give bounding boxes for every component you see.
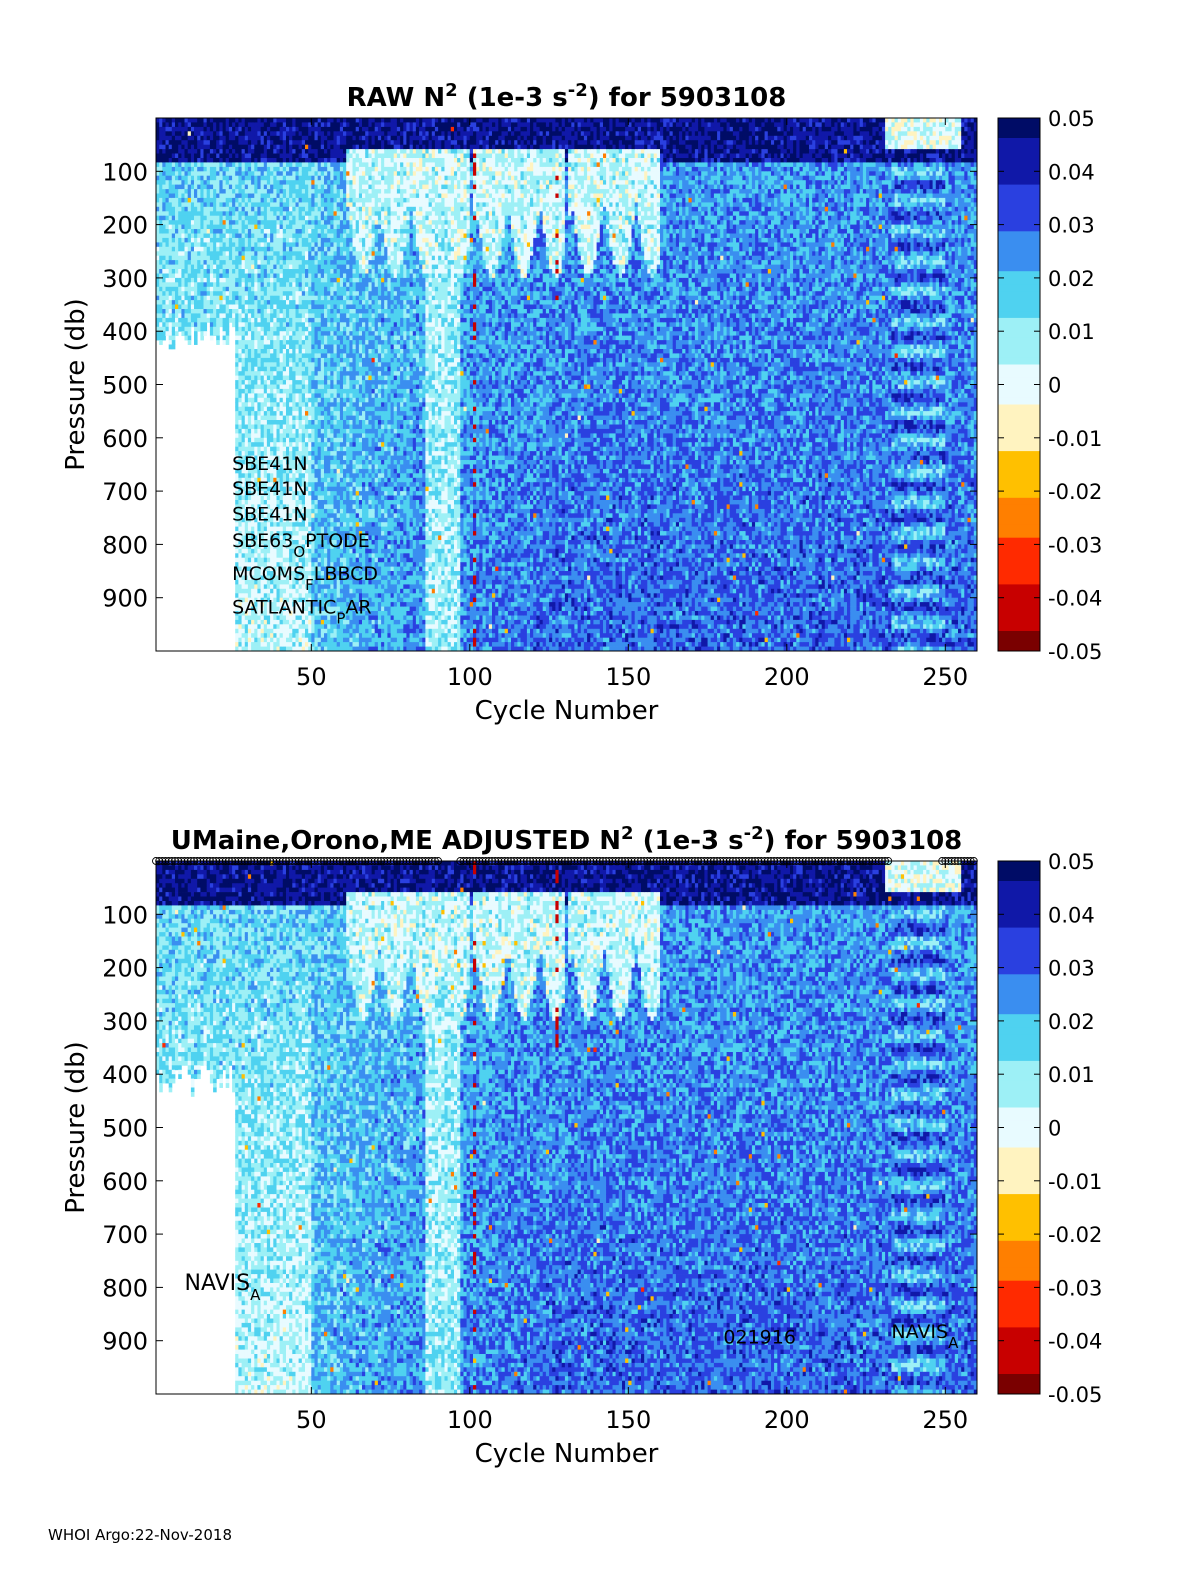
colorbar-tick-label: 0.03	[1048, 957, 1095, 981]
colorbar-tick-label: 0.01	[1048, 1063, 1095, 1087]
heatmap-cells	[156, 861, 977, 1394]
sensor-annotation: 021916	[723, 1326, 796, 1348]
x-tick-label: 200	[764, 1406, 810, 1434]
colorbar: 0.05 0.04 0.03 0.02 0.01 0 -0.01 -0.02 -0.03 -0.0…	[998, 850, 1102, 1407]
colorbar-tick-label: 0.04	[1048, 160, 1095, 184]
y-tick-label: 100	[102, 158, 148, 186]
y-tick-label: 900	[102, 1328, 148, 1356]
y-tick-label: 500	[102, 372, 148, 400]
x-tick-label: 250	[922, 663, 968, 691]
chart-title: UMaine,Orono,ME ADJUSTED N2 (1e-3 s-2) f…	[171, 823, 963, 856]
colorbar-tick-label: -0.04	[1048, 1330, 1102, 1354]
colorbar-tick-label: -0.02	[1048, 1223, 1102, 1247]
y-tick-label: 800	[102, 531, 148, 559]
y-tick-label: 800	[102, 1274, 148, 1302]
y-axis-label: Pressure (db)	[61, 1041, 91, 1214]
y-tick-label: 300	[102, 265, 148, 293]
x-tick-label: 150	[605, 663, 651, 691]
colorbar-tick-label: 0.04	[1048, 903, 1095, 927]
colorbar-tick-label: 0.05	[1048, 107, 1095, 131]
y-tick-label: 900	[102, 585, 148, 613]
panel-1: RAW N2 (1e-3 s-2) for 5903108 50 100 150 200…	[61, 80, 1102, 726]
y-tick-label: 400	[102, 1061, 148, 1089]
sensor-annotation: NAVISA	[185, 1271, 262, 1304]
colorbar-tick-label: -0.01	[1048, 1170, 1102, 1194]
colorbar-tick-label: 0.03	[1048, 214, 1095, 238]
colorbar-tick-label: 0	[1048, 374, 1061, 398]
chart-title: RAW N2 (1e-3 s-2) for 5903108	[347, 80, 787, 113]
x-tick-label: 250	[922, 1406, 968, 1434]
y-tick-label: 500	[102, 1115, 148, 1143]
colorbar-tick-label: -0.01	[1048, 427, 1102, 451]
colorbar-tick-label: -0.05	[1048, 1383, 1102, 1407]
colorbar-tick-label: 0.02	[1048, 1010, 1095, 1034]
colorbar-tick-label: -0.05	[1048, 640, 1102, 664]
x-tick-label: 50	[296, 1406, 327, 1434]
x-axis-label: Cycle Number	[475, 1439, 659, 1469]
y-tick-label: 300	[102, 1008, 148, 1036]
colorbar-tick-label: 0	[1048, 1117, 1061, 1141]
y-tick-label: 200	[102, 955, 148, 983]
x-tick-label: 50	[296, 663, 327, 691]
y-tick-label: 200	[102, 212, 148, 240]
y-tick-label: 700	[102, 478, 148, 506]
x-tick-label: 150	[605, 1406, 651, 1434]
y-tick-label: 400	[102, 318, 148, 346]
sensor-annotation: SBE41N	[232, 503, 307, 525]
y-tick-label: 100	[102, 901, 148, 929]
y-tick-label: 600	[102, 425, 148, 453]
sensor-annotation: SBE41N	[232, 453, 307, 475]
footer-credit: WHOI Argo:22-Nov-2018	[48, 1526, 232, 1544]
panel-2: UMaine,Orono,ME ADJUSTED N2 (1e-3 s-2) f…	[61, 823, 1102, 1469]
colorbar-tick-label: 0.05	[1048, 850, 1095, 874]
colorbar: 0.05 0.04 0.03 0.02 0.01 0 -0.01 -0.02 -0.03 -0.0…	[998, 107, 1102, 664]
colorbar-tick-label: 0.02	[1048, 267, 1095, 291]
x-tick-label: 100	[447, 1406, 493, 1434]
y-tick-label: 700	[102, 1221, 148, 1249]
x-tick-label: 200	[764, 663, 810, 691]
y-axis-label: Pressure (db)	[61, 298, 91, 471]
sensor-annotation: SBE41N	[232, 478, 307, 500]
colorbar-tick-label: -0.03	[1048, 1276, 1102, 1300]
colorbar-tick-label: 0.01	[1048, 320, 1095, 344]
y-tick-label: 600	[102, 1168, 148, 1196]
colorbar-tick-label: -0.04	[1048, 587, 1102, 611]
x-axis-label: Cycle Number	[475, 696, 659, 726]
colorbar-tick-label: -0.02	[1048, 480, 1102, 504]
x-tick-label: 100	[447, 663, 493, 691]
colorbar-tick-label: -0.03	[1048, 533, 1102, 557]
